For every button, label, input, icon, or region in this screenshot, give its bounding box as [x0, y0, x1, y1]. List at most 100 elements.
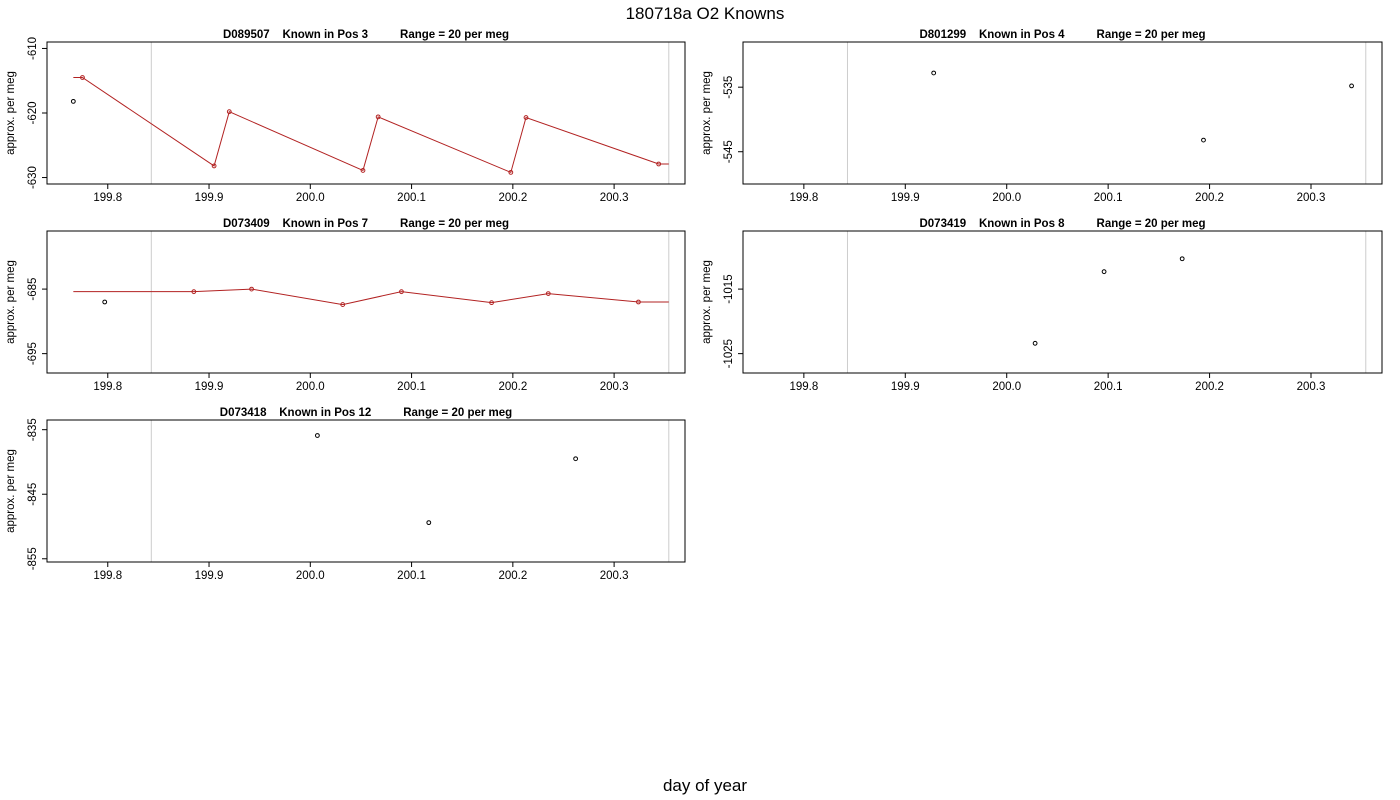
data-point [399, 289, 404, 295]
x-tick-label: 200.2 [498, 192, 527, 204]
y-axis-title: approx. per meg [5, 260, 17, 344]
panel-title: D801299 Known in Pos 4 Range = 20 per me… [919, 29, 1205, 41]
x-tick-label: 200.3 [600, 570, 629, 582]
data-point [1179, 256, 1185, 262]
plot-frame [46, 41, 686, 185]
y-axis: -1015 -1025 [723, 274, 743, 368]
x-tick-label: 200.1 [397, 570, 426, 582]
data-point [1101, 269, 1107, 275]
y-tick-label: -685 [27, 278, 39, 301]
y-tick-label: -535 [723, 76, 735, 99]
data-point [360, 168, 366, 173]
y-axis-title: approx. per meg [701, 260, 713, 344]
data-point [931, 70, 937, 76]
data-point [656, 161, 662, 167]
x-tick-label: 200.1 [1094, 381, 1123, 393]
data-point [1201, 137, 1206, 143]
x-tick-label: 200.0 [992, 192, 1021, 204]
x-tick-label: 199.8 [93, 381, 122, 393]
plot-frame [742, 230, 1383, 374]
y-tick-label: -610 [27, 37, 39, 60]
panel-title: D073419 Known in Pos 8 Range = 20 per me… [919, 218, 1205, 230]
x-axis: 199.8 199.9 200.0 200.1 200.2 200.3 [93, 562, 629, 582]
x-tick-label: 199.9 [195, 570, 224, 582]
x-tick-label: 200.1 [1094, 192, 1123, 204]
x-tick-label: 200.3 [1297, 381, 1326, 393]
data-point [1349, 83, 1354, 89]
y-tick-label: -1015 [723, 274, 735, 303]
panel-title: D073409 Known in Pos 7 Range = 20 per me… [223, 218, 509, 230]
data-point [545, 291, 551, 297]
x-tick-label: 200.1 [397, 381, 426, 393]
panel-5: D073418 Known in Pos 12 Range = 20 per m… [5, 407, 686, 582]
x-tick-label: 199.9 [891, 381, 920, 393]
y-axis-title: approx. per meg [5, 71, 17, 155]
data-point [573, 456, 579, 462]
y-tick-label: -630 [27, 166, 39, 189]
x-axis: 199.8 199.9 200.0 200.1 200.2 200.3 [789, 184, 1325, 204]
panel-1: D089507 Known in Pos 3 Range = 20 per me… [5, 29, 686, 204]
data-point [102, 299, 108, 305]
data-point [426, 520, 432, 526]
x-tick-label: 200.3 [1297, 192, 1326, 204]
data-point [314, 433, 320, 438]
y-axis: -685 -695 [27, 278, 47, 365]
panel-title: D089507 Known in Pos 3 Range = 20 per me… [223, 29, 509, 41]
y-tick-label: -545 [723, 140, 735, 163]
data-point [1032, 340, 1038, 346]
data-point [340, 302, 346, 307]
x-axis-title: day of year [663, 776, 747, 795]
y-tick-label: -1025 [723, 339, 735, 368]
x-tick-label: 200.3 [600, 192, 629, 204]
x-tick-label: 200.0 [296, 192, 325, 204]
x-tick-label: 199.9 [891, 192, 920, 204]
x-tick-label: 200.2 [498, 570, 527, 582]
panel-title: D073418 Known in Pos 12 Range = 20 per m… [220, 407, 512, 419]
x-tick-label: 199.8 [789, 192, 818, 204]
x-tick-label: 199.9 [195, 381, 224, 393]
y-tick-label: -835 [27, 418, 39, 441]
data-point [211, 163, 217, 169]
y-axis-title: approx. per meg [701, 71, 713, 155]
x-axis: 199.8 199.9 200.0 200.1 200.2 200.3 [789, 373, 1325, 393]
figure-title: 180718a O2 Knowns [626, 4, 785, 23]
panel-2: D801299 Known in Pos 4 Range = 20 per me… [701, 29, 1383, 204]
data-point [249, 286, 254, 292]
plot-frame [742, 41, 1383, 185]
x-tick-label: 200.2 [1195, 381, 1224, 393]
x-tick-label: 200.0 [296, 381, 325, 393]
y-axis: -610 -620 -630 [27, 37, 47, 189]
y-tick-label: -845 [27, 483, 39, 506]
plot-frame [46, 419, 686, 563]
series-line [73, 288, 669, 306]
y-tick-label: -855 [27, 547, 39, 570]
data-point [70, 98, 76, 104]
data-point [523, 115, 529, 120]
panels: D089507 Known in Pos 3 Range = 20 per me… [5, 29, 1383, 582]
x-tick-label: 199.8 [93, 192, 122, 204]
x-tick-label: 199.8 [93, 570, 122, 582]
x-tick-label: 199.9 [195, 192, 224, 204]
x-tick-label: 200.0 [992, 381, 1021, 393]
data-point [375, 114, 381, 120]
x-tick-label: 200.0 [296, 570, 325, 582]
x-tick-label: 200.1 [397, 192, 426, 204]
data-point [508, 169, 514, 175]
x-tick-label: 200.2 [498, 381, 527, 393]
data-point [489, 300, 494, 306]
x-tick-label: 200.3 [600, 381, 629, 393]
panel-3: D073409 Known in Pos 7 Range = 20 per me… [5, 218, 686, 393]
y-tick-label: -620 [27, 101, 39, 124]
panel-4: D073419 Known in Pos 8 Range = 20 per me… [701, 218, 1383, 393]
plot-frame [46, 230, 686, 374]
y-tick-label: -695 [27, 342, 39, 365]
data-point [191, 289, 197, 295]
data-point [636, 299, 641, 305]
y-axis: -835 -845 -855 [27, 418, 47, 570]
data-point [226, 109, 232, 115]
series-line [73, 77, 669, 174]
x-axis: 199.8 199.9 200.0 200.1 200.2 200.3 [93, 184, 629, 204]
x-tick-label: 200.2 [1195, 192, 1224, 204]
x-axis: 199.8 199.9 200.0 200.1 200.2 200.3 [93, 373, 629, 393]
